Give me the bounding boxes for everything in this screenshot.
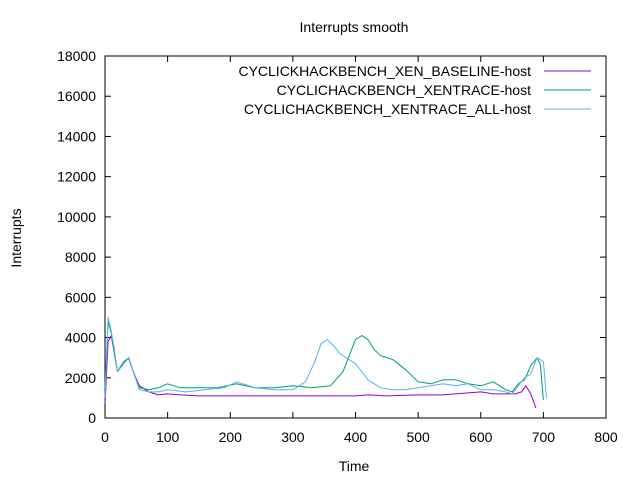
y-axis-label: Interrupts xyxy=(8,208,24,267)
x-axis-label: Time xyxy=(339,458,370,474)
series-layer xyxy=(104,316,547,409)
y-tick-label: 4000 xyxy=(65,330,96,346)
y-tick-label: 16000 xyxy=(57,88,96,104)
y-tick-label: 6000 xyxy=(65,289,96,305)
y-tick-label: 2000 xyxy=(65,370,96,386)
legend-label-3: CYCLICHACKBENCH_XENTRACE_ALL-host xyxy=(244,101,531,117)
y-axis: 0 2000 4000 6000 8000 10000 12000 14000 16000 180… xyxy=(57,48,606,426)
x-tick-label: 400 xyxy=(344,429,368,445)
legend: CYCLICKHACKBENCH_XEN_BASELINE-host CYCLIC… xyxy=(238,63,591,117)
x-tick-label: 200 xyxy=(219,429,243,445)
x-tick-label: 0 xyxy=(101,429,109,445)
y-tick-label: 18000 xyxy=(57,48,96,64)
y-tick-label: 12000 xyxy=(57,169,96,185)
x-axis: 0 100 200 300 400 500 600 700 800 xyxy=(101,56,618,445)
x-tick-label: 800 xyxy=(594,429,618,445)
y-tick-label: 14000 xyxy=(57,128,96,144)
y-tick-label: 0 xyxy=(88,410,96,426)
y-tick-label: 8000 xyxy=(65,249,96,265)
series-line-3 xyxy=(104,316,547,398)
legend-label-1: CYCLICKHACKBENCH_XEN_BASELINE-host xyxy=(238,63,531,79)
x-tick-label: 500 xyxy=(406,429,430,445)
x-tick-label: 700 xyxy=(532,429,556,445)
x-tick-label: 600 xyxy=(469,429,493,445)
chart-title: Interrupts smooth xyxy=(300,19,409,35)
x-tick-label: 100 xyxy=(156,429,180,445)
y-tick-label: 10000 xyxy=(57,209,96,225)
legend-label-2: CYCLICHACKBENCH_XENTRACE-host xyxy=(277,82,532,98)
x-tick-label: 300 xyxy=(281,429,305,445)
